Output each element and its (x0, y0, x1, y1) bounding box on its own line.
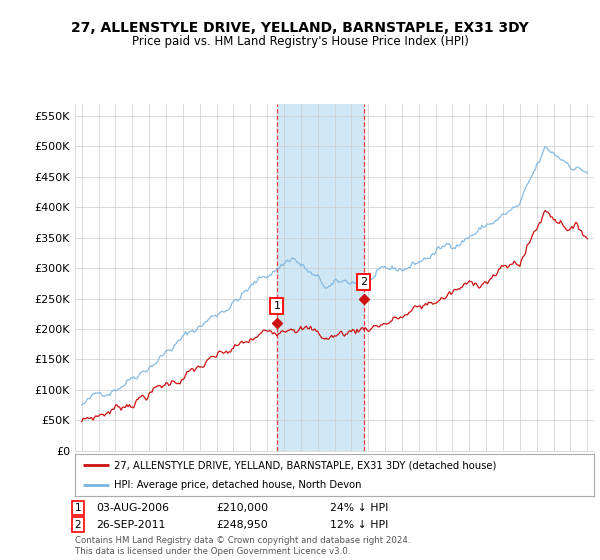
Text: 2: 2 (74, 520, 82, 530)
Bar (277, 104, 364, 451)
Text: 2: 2 (360, 277, 367, 287)
Text: 1: 1 (274, 301, 280, 311)
Text: 24% ↓ HPI: 24% ↓ HPI (330, 503, 388, 513)
Text: 27, ALLENSTYLE DRIVE, YELLAND, BARNSTAPLE, EX31 3DY: 27, ALLENSTYLE DRIVE, YELLAND, BARNSTAPL… (71, 21, 529, 35)
Text: £248,950: £248,950 (216, 520, 268, 530)
Text: 12% ↓ HPI: 12% ↓ HPI (330, 520, 388, 530)
Text: HPI: Average price, detached house, North Devon: HPI: Average price, detached house, Nort… (114, 480, 361, 490)
Text: Price paid vs. HM Land Registry's House Price Index (HPI): Price paid vs. HM Land Registry's House … (131, 35, 469, 48)
Text: 03-AUG-2006: 03-AUG-2006 (96, 503, 169, 513)
Text: This data is licensed under the Open Government Licence v3.0.: This data is licensed under the Open Gov… (75, 547, 350, 556)
Text: Contains HM Land Registry data © Crown copyright and database right 2024.: Contains HM Land Registry data © Crown c… (75, 536, 410, 545)
Text: 1: 1 (74, 503, 82, 513)
Text: 26-SEP-2011: 26-SEP-2011 (96, 520, 166, 530)
Text: £210,000: £210,000 (216, 503, 268, 513)
Text: 27, ALLENSTYLE DRIVE, YELLAND, BARNSTAPLE, EX31 3DY (detached house): 27, ALLENSTYLE DRIVE, YELLAND, BARNSTAPL… (114, 460, 496, 470)
